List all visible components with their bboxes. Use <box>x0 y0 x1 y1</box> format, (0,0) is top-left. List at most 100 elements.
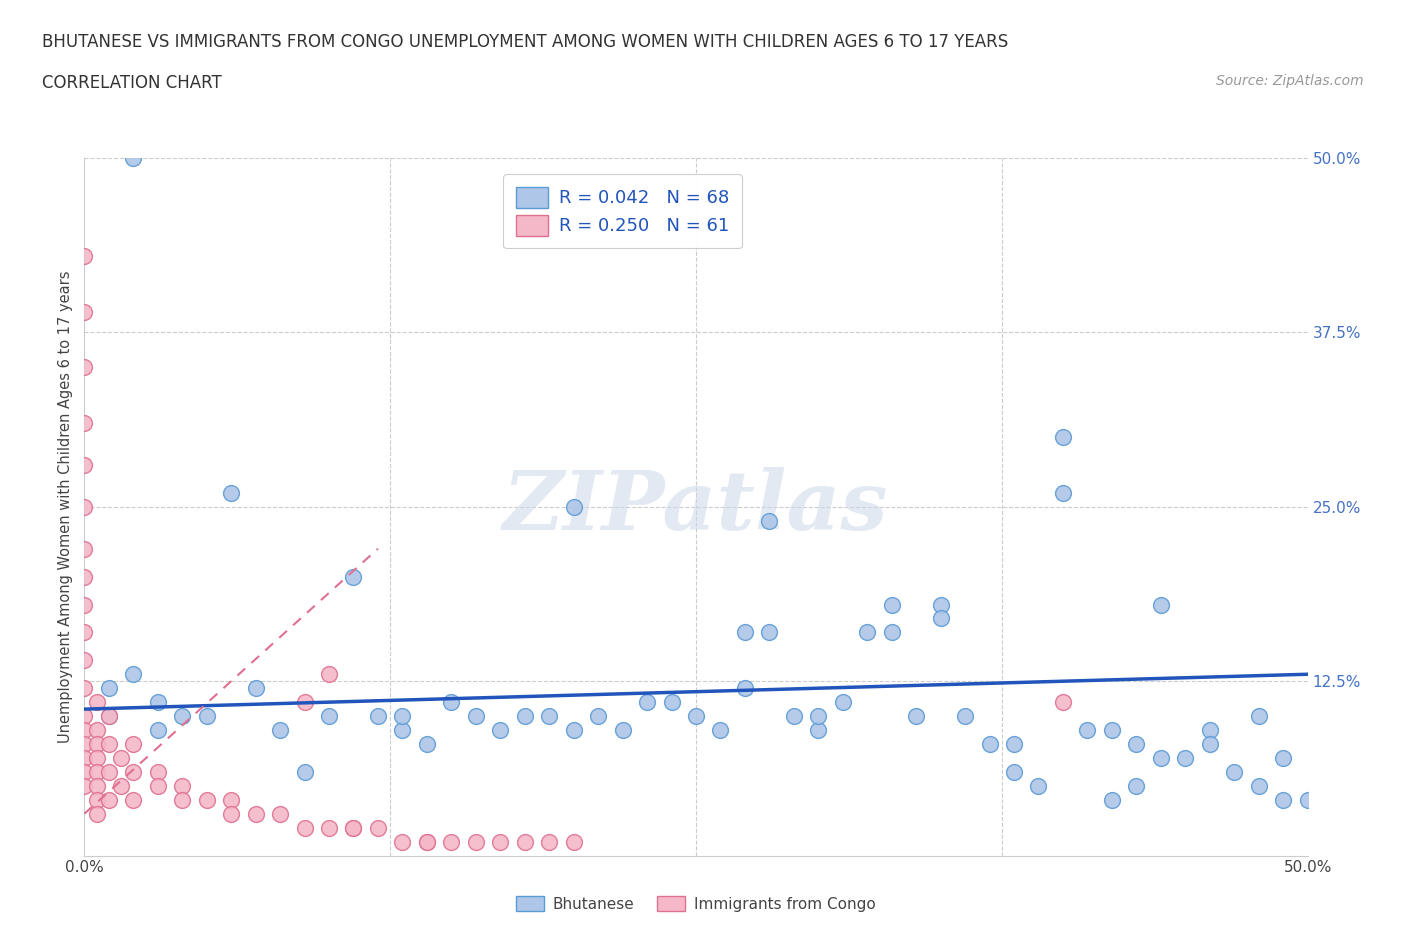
Point <box>953 709 976 724</box>
Point <box>807 709 830 724</box>
Point <box>195 792 218 807</box>
Point <box>416 737 439 751</box>
Point <box>73 458 96 472</box>
Point <box>294 820 316 835</box>
Point <box>1150 751 1173 765</box>
Point <box>1247 709 1270 724</box>
Point <box>661 695 683 710</box>
Point <box>97 792 120 807</box>
Point <box>86 806 108 821</box>
Point <box>73 764 96 779</box>
Point <box>1150 597 1173 612</box>
Point <box>219 485 242 500</box>
Point <box>122 737 145 751</box>
Point <box>1101 723 1123 737</box>
Point <box>86 723 108 737</box>
Point <box>905 709 928 724</box>
Point <box>416 834 439 849</box>
Point <box>318 667 340 682</box>
Point <box>1052 430 1074 445</box>
Point <box>758 513 780 528</box>
Point <box>342 820 364 835</box>
Point <box>562 499 585 514</box>
Point <box>391 709 413 724</box>
Point <box>73 778 96 793</box>
Point <box>172 792 194 807</box>
Point <box>73 499 96 514</box>
Point <box>172 778 194 793</box>
Point <box>709 723 731 737</box>
Point <box>979 737 1001 751</box>
Point <box>562 834 585 849</box>
Point <box>73 304 96 319</box>
Point <box>562 723 585 737</box>
Point <box>97 709 120 724</box>
Point <box>97 681 120 696</box>
Point <box>73 416 96 431</box>
Point <box>440 695 463 710</box>
Point <box>1028 778 1050 793</box>
Point <box>416 834 439 849</box>
Point <box>318 820 340 835</box>
Point <box>1174 751 1197 765</box>
Point <box>391 723 413 737</box>
Point <box>73 597 96 612</box>
Point <box>73 653 96 668</box>
Point <box>1198 737 1220 751</box>
Point <box>97 764 120 779</box>
Text: CORRELATION CHART: CORRELATION CHART <box>42 74 222 92</box>
Point <box>538 834 561 849</box>
Text: ZIPatlas: ZIPatlas <box>503 467 889 547</box>
Point <box>586 709 609 724</box>
Point <box>294 764 316 779</box>
Point <box>73 569 96 584</box>
Point <box>880 597 903 612</box>
Point <box>1198 723 1220 737</box>
Point <box>685 709 707 724</box>
Point <box>122 667 145 682</box>
Point <box>73 681 96 696</box>
Point <box>1272 792 1295 807</box>
Point <box>807 723 830 737</box>
Point <box>1101 792 1123 807</box>
Point <box>245 806 267 821</box>
Point <box>269 723 291 737</box>
Point <box>269 806 291 821</box>
Point <box>122 151 145 166</box>
Point <box>1223 764 1246 779</box>
Point <box>294 695 316 710</box>
Point <box>73 737 96 751</box>
Point <box>783 709 806 724</box>
Point <box>440 834 463 849</box>
Point <box>219 806 242 821</box>
Point <box>195 709 218 724</box>
Point <box>73 541 96 556</box>
Point <box>391 834 413 849</box>
Point <box>110 751 132 765</box>
Point <box>1296 792 1319 807</box>
Point <box>612 723 634 737</box>
Point <box>636 695 658 710</box>
Point <box>86 792 108 807</box>
Point <box>73 751 96 765</box>
Point <box>929 597 952 612</box>
Point <box>464 709 486 724</box>
Point <box>86 764 108 779</box>
Point <box>489 723 512 737</box>
Point <box>831 695 853 710</box>
Point <box>464 834 486 849</box>
Point <box>758 625 780 640</box>
Point <box>86 737 108 751</box>
Point <box>1002 737 1025 751</box>
Point <box>73 360 96 375</box>
Point <box>880 625 903 640</box>
Point <box>219 792 242 807</box>
Legend: Bhutanese, Immigrants from Congo: Bhutanese, Immigrants from Congo <box>510 889 882 918</box>
Point <box>146 764 169 779</box>
Point <box>97 737 120 751</box>
Point <box>110 778 132 793</box>
Point <box>146 695 169 710</box>
Point <box>538 709 561 724</box>
Point <box>86 695 108 710</box>
Point <box>367 820 389 835</box>
